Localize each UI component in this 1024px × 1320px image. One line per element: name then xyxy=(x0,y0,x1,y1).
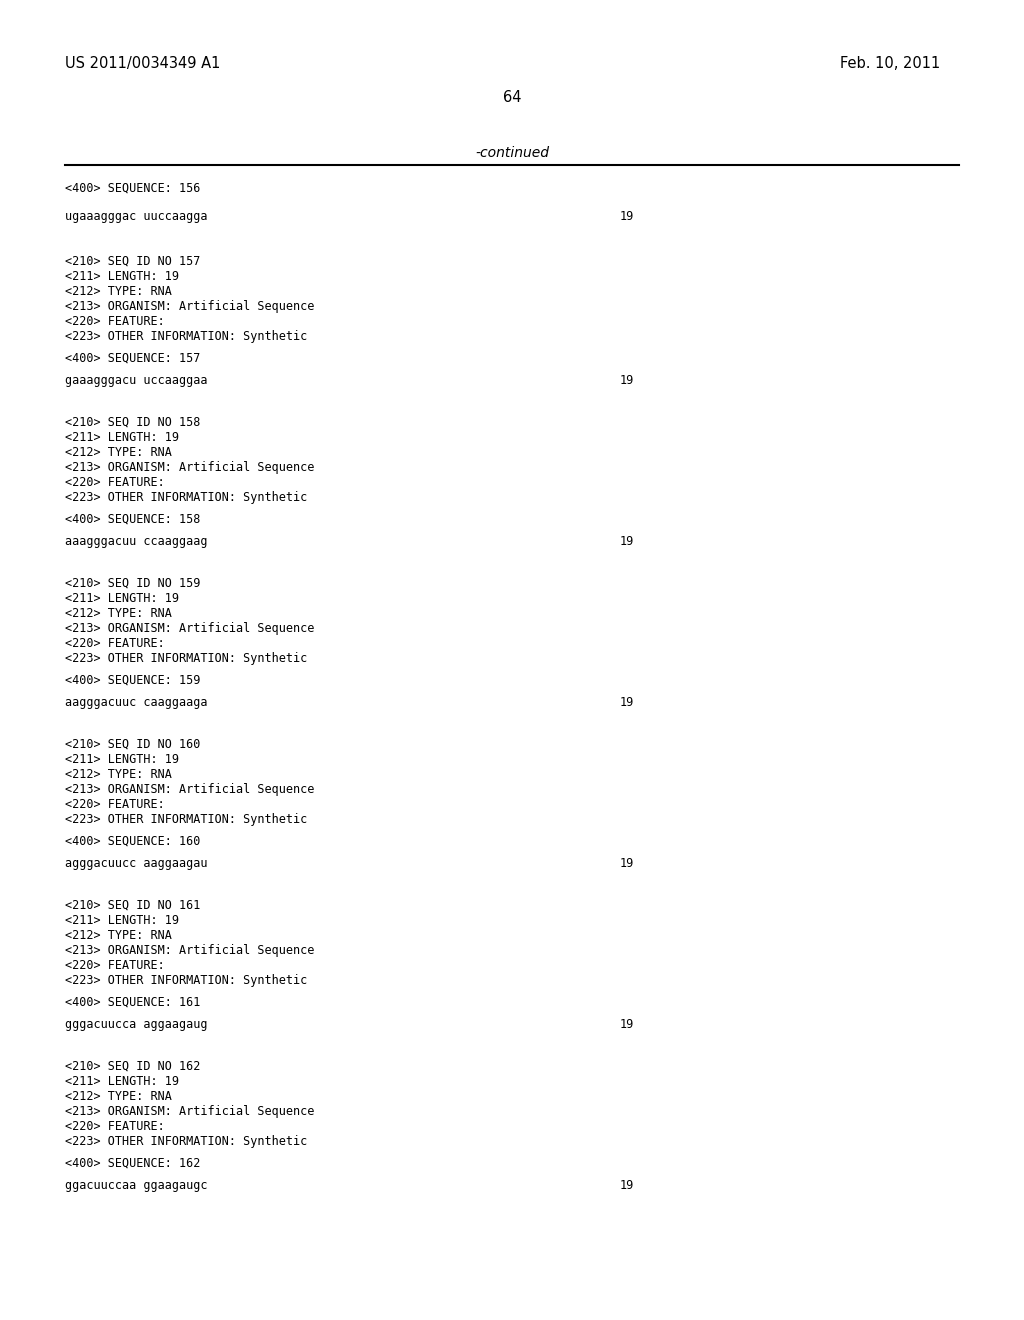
Text: <210> SEQ ID NO 158: <210> SEQ ID NO 158 xyxy=(65,416,201,429)
Text: <212> TYPE: RNA: <212> TYPE: RNA xyxy=(65,446,172,459)
Text: <211> LENGTH: 19: <211> LENGTH: 19 xyxy=(65,913,179,927)
Text: ugaaagggac uuccaagga: ugaaagggac uuccaagga xyxy=(65,210,208,223)
Text: <213> ORGANISM: Artificial Sequence: <213> ORGANISM: Artificial Sequence xyxy=(65,1105,314,1118)
Text: <223> OTHER INFORMATION: Synthetic: <223> OTHER INFORMATION: Synthetic xyxy=(65,330,307,343)
Text: aaagggacuu ccaaggaag: aaagggacuu ccaaggaag xyxy=(65,535,208,548)
Text: <210> SEQ ID NO 161: <210> SEQ ID NO 161 xyxy=(65,899,201,912)
Text: <223> OTHER INFORMATION: Synthetic: <223> OTHER INFORMATION: Synthetic xyxy=(65,974,307,987)
Text: agggacuucc aaggaagau: agggacuucc aaggaagau xyxy=(65,857,208,870)
Text: <223> OTHER INFORMATION: Synthetic: <223> OTHER INFORMATION: Synthetic xyxy=(65,813,307,826)
Text: 64: 64 xyxy=(503,90,521,106)
Text: <220> FEATURE:: <220> FEATURE: xyxy=(65,315,165,327)
Text: <213> ORGANISM: Artificial Sequence: <213> ORGANISM: Artificial Sequence xyxy=(65,944,314,957)
Text: <212> TYPE: RNA: <212> TYPE: RNA xyxy=(65,768,172,781)
Text: <213> ORGANISM: Artificial Sequence: <213> ORGANISM: Artificial Sequence xyxy=(65,622,314,635)
Text: <213> ORGANISM: Artificial Sequence: <213> ORGANISM: Artificial Sequence xyxy=(65,300,314,313)
Text: <213> ORGANISM: Artificial Sequence: <213> ORGANISM: Artificial Sequence xyxy=(65,783,314,796)
Text: 19: 19 xyxy=(620,210,634,223)
Text: ggacuuccaa ggaagaugc: ggacuuccaa ggaagaugc xyxy=(65,1179,208,1192)
Text: <400> SEQUENCE: 162: <400> SEQUENCE: 162 xyxy=(65,1158,201,1170)
Text: <211> LENGTH: 19: <211> LENGTH: 19 xyxy=(65,1074,179,1088)
Text: 19: 19 xyxy=(620,374,634,387)
Text: <212> TYPE: RNA: <212> TYPE: RNA xyxy=(65,607,172,620)
Text: <212> TYPE: RNA: <212> TYPE: RNA xyxy=(65,929,172,942)
Text: <400> SEQUENCE: 157: <400> SEQUENCE: 157 xyxy=(65,352,201,366)
Text: gggacuucca aggaagaug: gggacuucca aggaagaug xyxy=(65,1018,208,1031)
Text: <210> SEQ ID NO 159: <210> SEQ ID NO 159 xyxy=(65,577,201,590)
Text: <211> LENGTH: 19: <211> LENGTH: 19 xyxy=(65,591,179,605)
Text: <220> FEATURE:: <220> FEATURE: xyxy=(65,960,165,972)
Text: <210> SEQ ID NO 160: <210> SEQ ID NO 160 xyxy=(65,738,201,751)
Text: <213> ORGANISM: Artificial Sequence: <213> ORGANISM: Artificial Sequence xyxy=(65,461,314,474)
Text: <211> LENGTH: 19: <211> LENGTH: 19 xyxy=(65,271,179,282)
Text: <211> LENGTH: 19: <211> LENGTH: 19 xyxy=(65,432,179,444)
Text: US 2011/0034349 A1: US 2011/0034349 A1 xyxy=(65,55,220,71)
Text: <210> SEQ ID NO 162: <210> SEQ ID NO 162 xyxy=(65,1060,201,1073)
Text: <220> FEATURE:: <220> FEATURE: xyxy=(65,638,165,649)
Text: <212> TYPE: RNA: <212> TYPE: RNA xyxy=(65,285,172,298)
Text: 19: 19 xyxy=(620,535,634,548)
Text: <210> SEQ ID NO 157: <210> SEQ ID NO 157 xyxy=(65,255,201,268)
Text: Feb. 10, 2011: Feb. 10, 2011 xyxy=(840,55,940,71)
Text: 19: 19 xyxy=(620,1179,634,1192)
Text: <400> SEQUENCE: 160: <400> SEQUENCE: 160 xyxy=(65,836,201,847)
Text: <400> SEQUENCE: 158: <400> SEQUENCE: 158 xyxy=(65,513,201,525)
Text: <400> SEQUENCE: 156: <400> SEQUENCE: 156 xyxy=(65,182,201,195)
Text: 19: 19 xyxy=(620,857,634,870)
Text: 19: 19 xyxy=(620,696,634,709)
Text: <400> SEQUENCE: 161: <400> SEQUENCE: 161 xyxy=(65,997,201,1008)
Text: gaaagggacu uccaaggaa: gaaagggacu uccaaggaa xyxy=(65,374,208,387)
Text: <220> FEATURE:: <220> FEATURE: xyxy=(65,477,165,488)
Text: aagggacuuc caaggaaga: aagggacuuc caaggaaga xyxy=(65,696,208,709)
Text: <223> OTHER INFORMATION: Synthetic: <223> OTHER INFORMATION: Synthetic xyxy=(65,1135,307,1148)
Text: 19: 19 xyxy=(620,1018,634,1031)
Text: <223> OTHER INFORMATION: Synthetic: <223> OTHER INFORMATION: Synthetic xyxy=(65,491,307,504)
Text: <220> FEATURE:: <220> FEATURE: xyxy=(65,799,165,810)
Text: -continued: -continued xyxy=(475,147,549,160)
Text: <223> OTHER INFORMATION: Synthetic: <223> OTHER INFORMATION: Synthetic xyxy=(65,652,307,665)
Text: <211> LENGTH: 19: <211> LENGTH: 19 xyxy=(65,752,179,766)
Text: <220> FEATURE:: <220> FEATURE: xyxy=(65,1119,165,1133)
Text: <212> TYPE: RNA: <212> TYPE: RNA xyxy=(65,1090,172,1104)
Text: <400> SEQUENCE: 159: <400> SEQUENCE: 159 xyxy=(65,675,201,686)
